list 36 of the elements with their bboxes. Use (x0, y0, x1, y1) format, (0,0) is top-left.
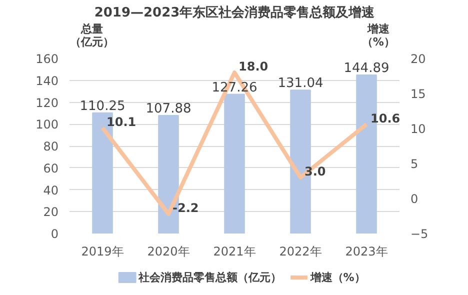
data-label: 144.89 (344, 61, 390, 76)
y-tick-label: 100 (36, 118, 58, 132)
y2-axis-title: 增速（%） (362, 22, 395, 48)
data-label: 110.25 (80, 98, 126, 114)
chart-title: 2019—2023年东区社会消费品零售总额及增速 (94, 4, 376, 20)
data-label: 107.88 (146, 102, 192, 117)
y-tick-label: 20 (43, 205, 59, 220)
y2-tick-label: 10 (410, 122, 426, 136)
y-tick-label: 160 (36, 52, 58, 66)
data-label: 10.1 (106, 114, 136, 129)
y2-tick-label: 5 (410, 157, 418, 171)
data-label: 18.0 (238, 60, 268, 74)
x-tick-label: 2023年 (345, 244, 388, 258)
x-tick-label: 2020年 (147, 244, 190, 258)
y2-tick-label: 0 (410, 192, 418, 206)
x-tick-label: 2021年 (213, 244, 256, 258)
y2-tick-label: −5 (410, 227, 428, 241)
y-tick-label: 40 (43, 183, 59, 198)
y-tick-label: 0 (50, 227, 59, 241)
data-label: 3.0 (304, 164, 326, 178)
y-tick-label: 120 (36, 96, 58, 110)
y2-tick-label: 15 (410, 87, 426, 101)
y2-tick-label: 20 (410, 52, 426, 66)
legend-label: 社会消费品零售总额（亿元） (138, 271, 282, 284)
y-tick-label: 60 (43, 161, 59, 176)
x-tick-label: 2019年 (81, 244, 124, 258)
data-label: -2.2 (172, 200, 199, 215)
y-tick-label: 140 (36, 74, 58, 88)
data-label: 10.6 (370, 111, 400, 126)
y-axis-title: 总量（亿元） (70, 22, 114, 48)
x-tick-label: 2022年 (279, 244, 322, 258)
bar (224, 94, 245, 234)
legend-label: 增速（%） (309, 271, 366, 284)
data-label: 127.26 (212, 80, 258, 96)
data-label: 131.04 (278, 76, 324, 92)
y-tick-label: 80 (43, 140, 59, 154)
